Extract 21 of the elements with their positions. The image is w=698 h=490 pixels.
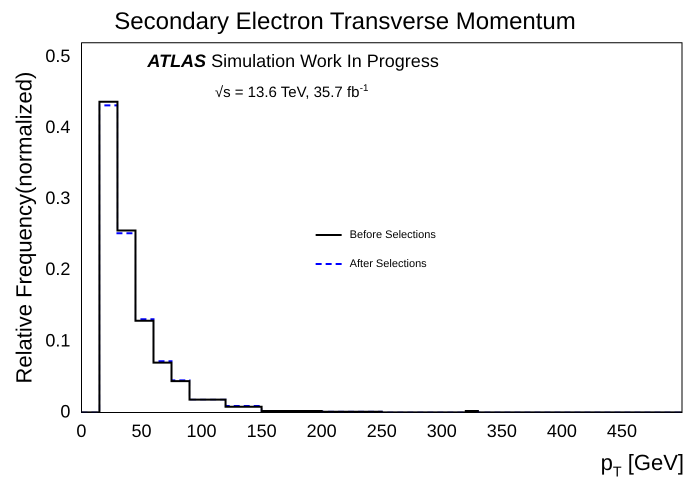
x-tick-label: 450: [606, 421, 637, 442]
y-tick-label: 0.4: [45, 117, 70, 138]
x-tick-label: 350: [486, 421, 517, 442]
legend-label: After Selections: [350, 258, 428, 270]
y-tick-label: 0: [60, 401, 70, 422]
legend-label: Before Selections: [350, 229, 436, 242]
y-tick-label: 0.3: [45, 188, 70, 208]
y-axis-title: Relative Frequency(normalized): [11, 72, 36, 384]
x-tick-label: 400: [546, 421, 577, 442]
y-tick-label: 0.2: [45, 259, 70, 280]
x-tick-label: 250: [366, 421, 397, 442]
x-tick-label: 300: [426, 421, 457, 442]
x-tick-label: 200: [306, 421, 337, 442]
chart-title: Secondary Electron Transverse Momentum: [114, 8, 576, 36]
x-tick-label: 100: [186, 421, 217, 442]
x-tick-label: 50: [131, 421, 152, 442]
y-tick-label: 0.1: [45, 330, 70, 350]
annotation: ATLAS Simulation Work In Progress: [146, 50, 439, 71]
x-tick-label: 150: [246, 421, 277, 442]
y-tick-label: 0.5: [45, 46, 70, 66]
x-tick-label: 0: [76, 421, 86, 442]
